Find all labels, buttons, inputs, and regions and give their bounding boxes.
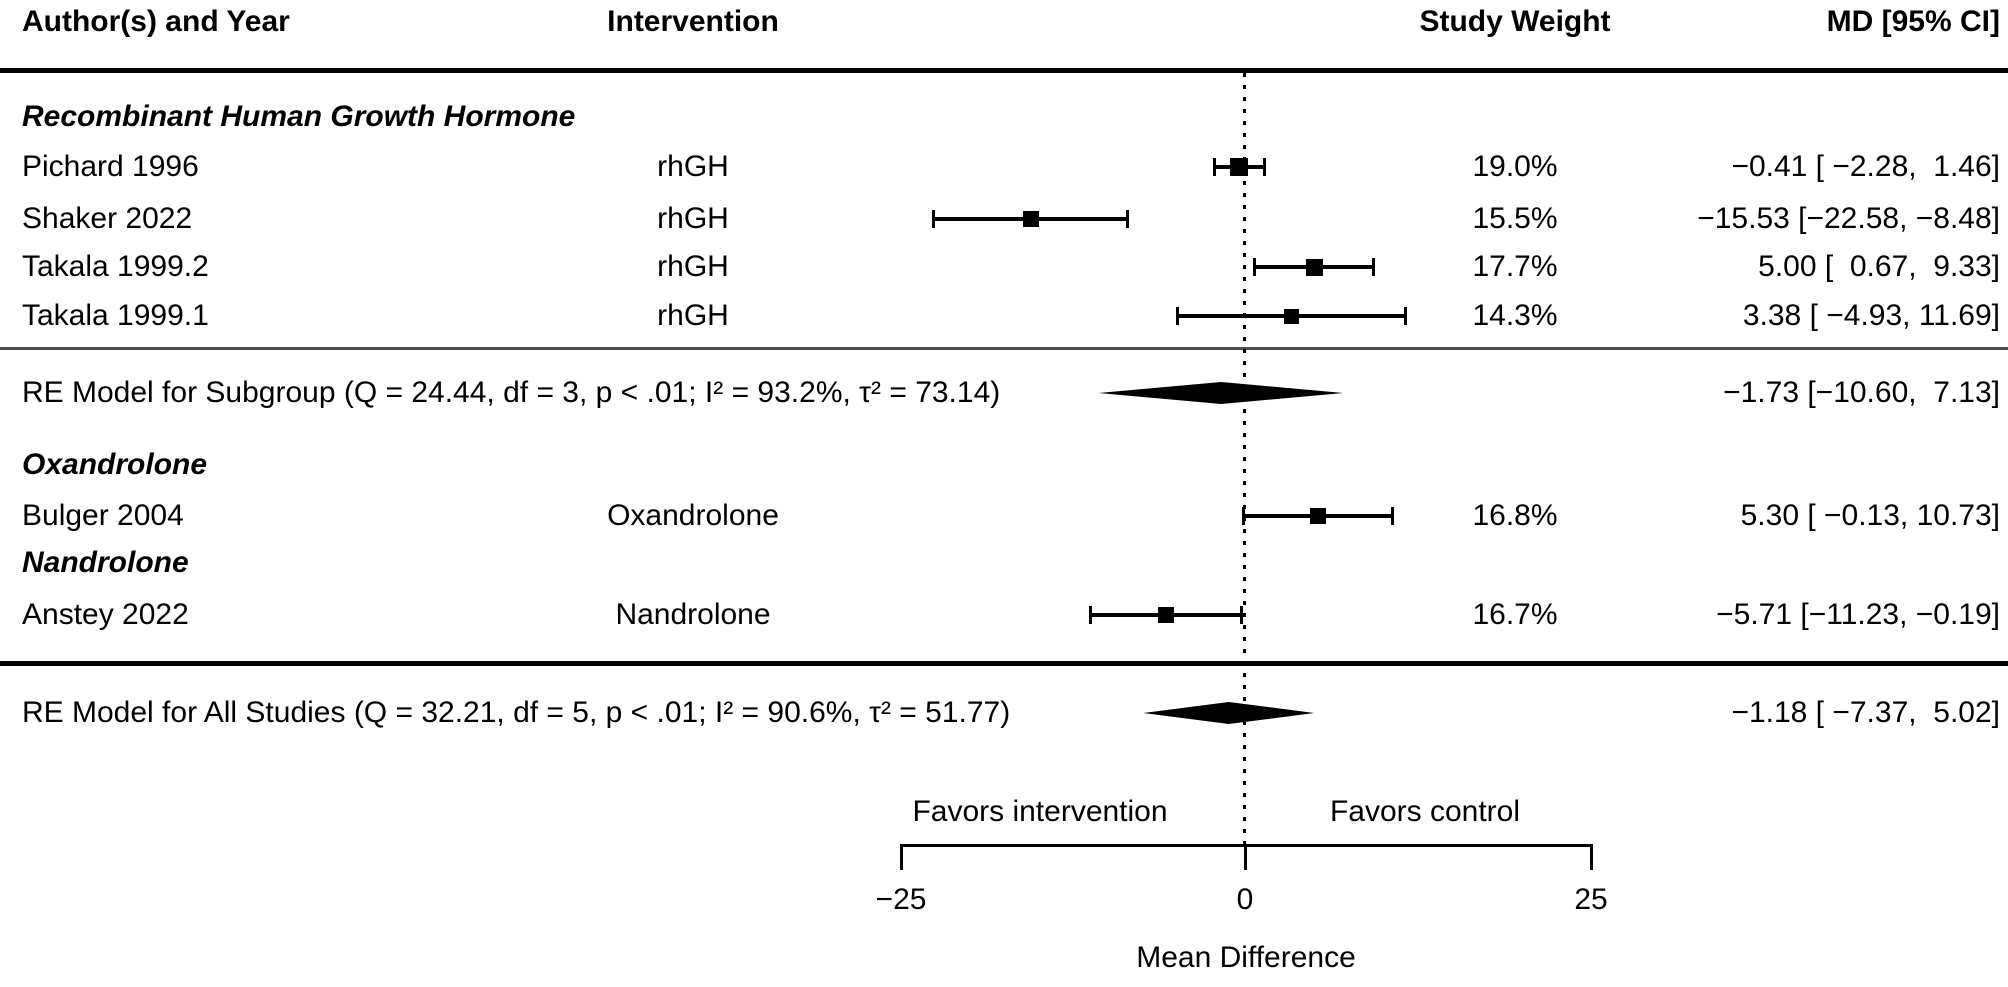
section-divider [0,347,2008,350]
ci-cap-left [1175,307,1179,325]
x-tick-label-minus25: −25 [875,883,927,916]
study-label: Shaker 2022 [22,202,193,235]
x-axis-tick-minus25 [900,844,903,870]
summary-label: RE Model for Subgroup (Q = 24.44, df = 3… [22,376,1001,409]
study-label: Anstey 2022 [22,598,189,631]
intervention-label: rhGH [657,250,729,283]
ci-cap-left [932,210,936,228]
md-ci-value: −15.53 [−22.58, −8.48] [1697,202,2000,235]
effect-square [1022,211,1039,227]
md-ci-value: 5.30 [ −0.13, 10.73] [1740,499,2000,532]
ci-cap-left [1253,258,1257,276]
ci-cap-right [1404,307,1408,325]
study-label: Bulger 2004 [22,499,184,532]
x-axis-tick-plus25 [1590,844,1593,870]
ci-cap-right [1371,258,1375,276]
md-ci-value: −1.73 [−10.60, 7.13] [1723,376,2000,409]
md-ci-value: −1.18 [ −7.37, 5.02] [1731,696,2000,729]
md-ci-value: 5.00 [ 0.67, 9.33] [1758,250,2000,283]
zero-reference-line [1243,73,1246,845]
weight-value: 16.7% [1472,598,1558,631]
study-label: Takala 1999.2 [22,250,209,283]
x-tick-label-zero: 0 [1236,883,1254,916]
section-divider [0,661,2008,666]
intervention-label: rhGH [657,299,729,332]
weight-value: 14.3% [1472,299,1558,332]
ci-cap-left [1089,606,1093,624]
favors-control-label: Favors control [1329,795,1521,828]
weight-value: 15.5% [1472,202,1558,235]
ci-cap-right [1125,210,1129,228]
subgroup-header: Oxandrolone [22,448,208,481]
ci-cap-right [1263,158,1267,176]
weight-value: 19.0% [1472,150,1558,183]
intervention-label: Nandrolone [615,598,771,631]
intervention-label: rhGH [657,150,729,183]
effect-square [1158,607,1175,623]
md-ci-value: −0.41 [ −2.28, 1.46] [1731,150,2000,183]
study-label: Pichard 1996 [22,150,199,183]
intervention-label: rhGH [657,202,729,235]
summary-diamond [1143,702,1315,724]
subgroup-header: Nandrolone [22,546,189,579]
favors-intervention-label: Favors intervention [912,795,1168,828]
study-label: Takala 1999.1 [22,299,209,332]
ci-cap-right [1391,507,1395,525]
effect-square [1305,258,1323,276]
header-divider [0,68,2008,73]
subgroup-header: Recombinant Human Growth Hormone [22,100,576,133]
x-axis-title: Mean Difference [1136,941,1356,974]
md-ci-value: 3.38 [ −4.93, 11.69] [1742,299,2000,332]
effect-square [1284,308,1300,324]
column-header-weight: Study Weight [1419,5,1611,38]
ci-cap-left [1212,158,1216,176]
effect-square [1310,508,1327,524]
ci-cap-right [1240,606,1244,624]
column-header-author: Author(s) and Year [22,5,290,38]
weight-value: 16.8% [1472,499,1558,532]
effect-square [1230,158,1249,176]
summary-diamond [1098,382,1344,404]
md-ci-value: −5.71 [−11.23, −0.19] [1716,598,2000,631]
summary-label: RE Model for All Studies (Q = 32.21, df … [22,696,1011,729]
x-tick-label-plus25: 25 [1574,883,1608,916]
column-header-md: MD [95% CI] [1826,5,2000,38]
column-header-intervention: Intervention [607,5,779,38]
intervention-label: Oxandrolone [607,499,779,532]
weight-value: 17.7% [1472,250,1558,283]
x-axis-tick-zero [1244,844,1247,870]
ci-cap-left [1242,507,1246,525]
